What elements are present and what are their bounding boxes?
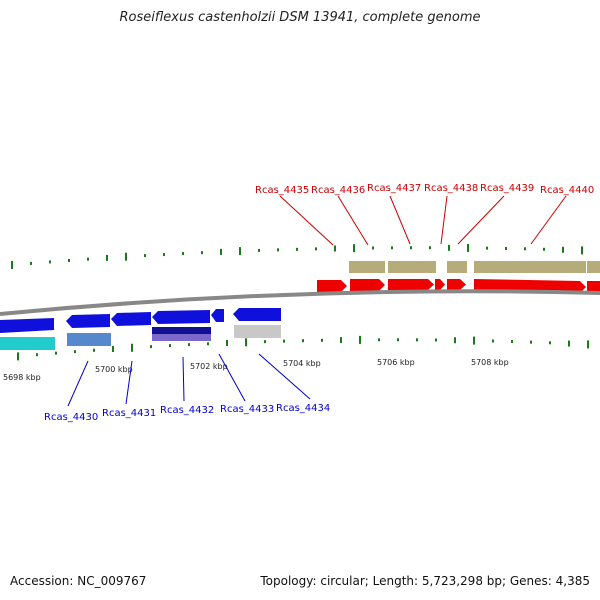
gene-bar	[152, 334, 211, 341]
cds-arrow	[317, 280, 347, 292]
callout-line	[440, 195, 448, 245]
callout-line	[389, 195, 411, 245]
reverse-callout-lines	[67, 353, 311, 407]
scale-labels: 5698 kbp 5700 kbp 5702 kbp 5704 kbp 5706…	[3, 358, 509, 382]
gene-label: Rcas_4430	[44, 412, 98, 423]
genome-summary-text: Topology: circular; Length: 5,723,298 bp…	[260, 574, 590, 588]
cds-arrow	[350, 279, 385, 291]
cds-arrow	[233, 308, 281, 321]
forward-callout-lines	[279, 195, 567, 246]
callout-line	[530, 195, 567, 245]
cds-arrow	[388, 279, 434, 290]
cds-arrow	[0, 318, 54, 333]
forward-gene-track	[349, 261, 600, 273]
gc-skew-ticks-top	[11, 243, 583, 269]
gene-label: Rcas_4440	[540, 185, 594, 196]
scale-tick-label: 5708 kbp	[471, 358, 509, 367]
gene-bar	[447, 261, 467, 273]
gene-bar	[234, 325, 281, 338]
scale-tick-label: 5704 kbp	[283, 359, 321, 368]
callout-line	[258, 353, 311, 400]
reverse-cds-track	[0, 308, 281, 333]
gene-bar	[388, 261, 436, 273]
gene-bar	[152, 327, 211, 334]
gene-label: Rcas_4436	[311, 185, 365, 196]
cds-arrow	[66, 314, 110, 328]
gene-bar	[67, 333, 111, 346]
genome-backbone	[0, 289, 600, 316]
callout-line	[67, 360, 89, 407]
callout-line	[337, 195, 369, 246]
cds-arrow	[435, 279, 445, 290]
gene-label: Rcas_4431	[102, 408, 156, 419]
scale-tick-label: 5706 kbp	[377, 358, 415, 367]
genome-title: Roseiflexus castenholzii DSM 13941, comp…	[119, 10, 481, 25]
gene-label: Rcas_4433	[220, 404, 274, 415]
gene-label: Rcas_4438	[424, 183, 478, 194]
cds-arrow	[211, 309, 224, 322]
scale-tick-label: 5698 kbp	[3, 373, 41, 382]
gene-label: Rcas_4435	[255, 185, 309, 196]
callout-line	[182, 356, 185, 402]
cds-arrow	[111, 312, 151, 326]
gene-label: Rcas_4432	[160, 405, 214, 416]
gene-bar	[0, 337, 55, 350]
accession-text: Accession: NC_009767	[10, 574, 147, 588]
callout-line	[218, 353, 246, 402]
gene-bar	[587, 261, 600, 273]
reverse-gene-track	[0, 325, 281, 350]
cds-arrow	[152, 310, 210, 324]
scale-tick-label: 5700 kbp	[95, 365, 133, 374]
gene-bar	[349, 261, 385, 273]
gene-label: Rcas_4434	[276, 403, 330, 414]
forward-gene-labels: Rcas_4435 Rcas_4436 Rcas_4437 Rcas_4438 …	[255, 183, 594, 196]
cds-arrow	[447, 279, 466, 290]
scale-tick-label: 5702 kbp	[190, 362, 228, 371]
gc-skew-ticks-bottom	[17, 335, 589, 361]
gene-bar	[474, 261, 586, 273]
gene-label: Rcas_4437	[367, 183, 421, 194]
reverse-gene-labels: Rcas_4430 Rcas_4431 Rcas_4432 Rcas_4433 …	[44, 403, 330, 423]
callout-line	[125, 360, 133, 405]
gene-label: Rcas_4439	[480, 183, 534, 194]
callout-line	[457, 195, 505, 245]
callout-line	[279, 195, 334, 246]
